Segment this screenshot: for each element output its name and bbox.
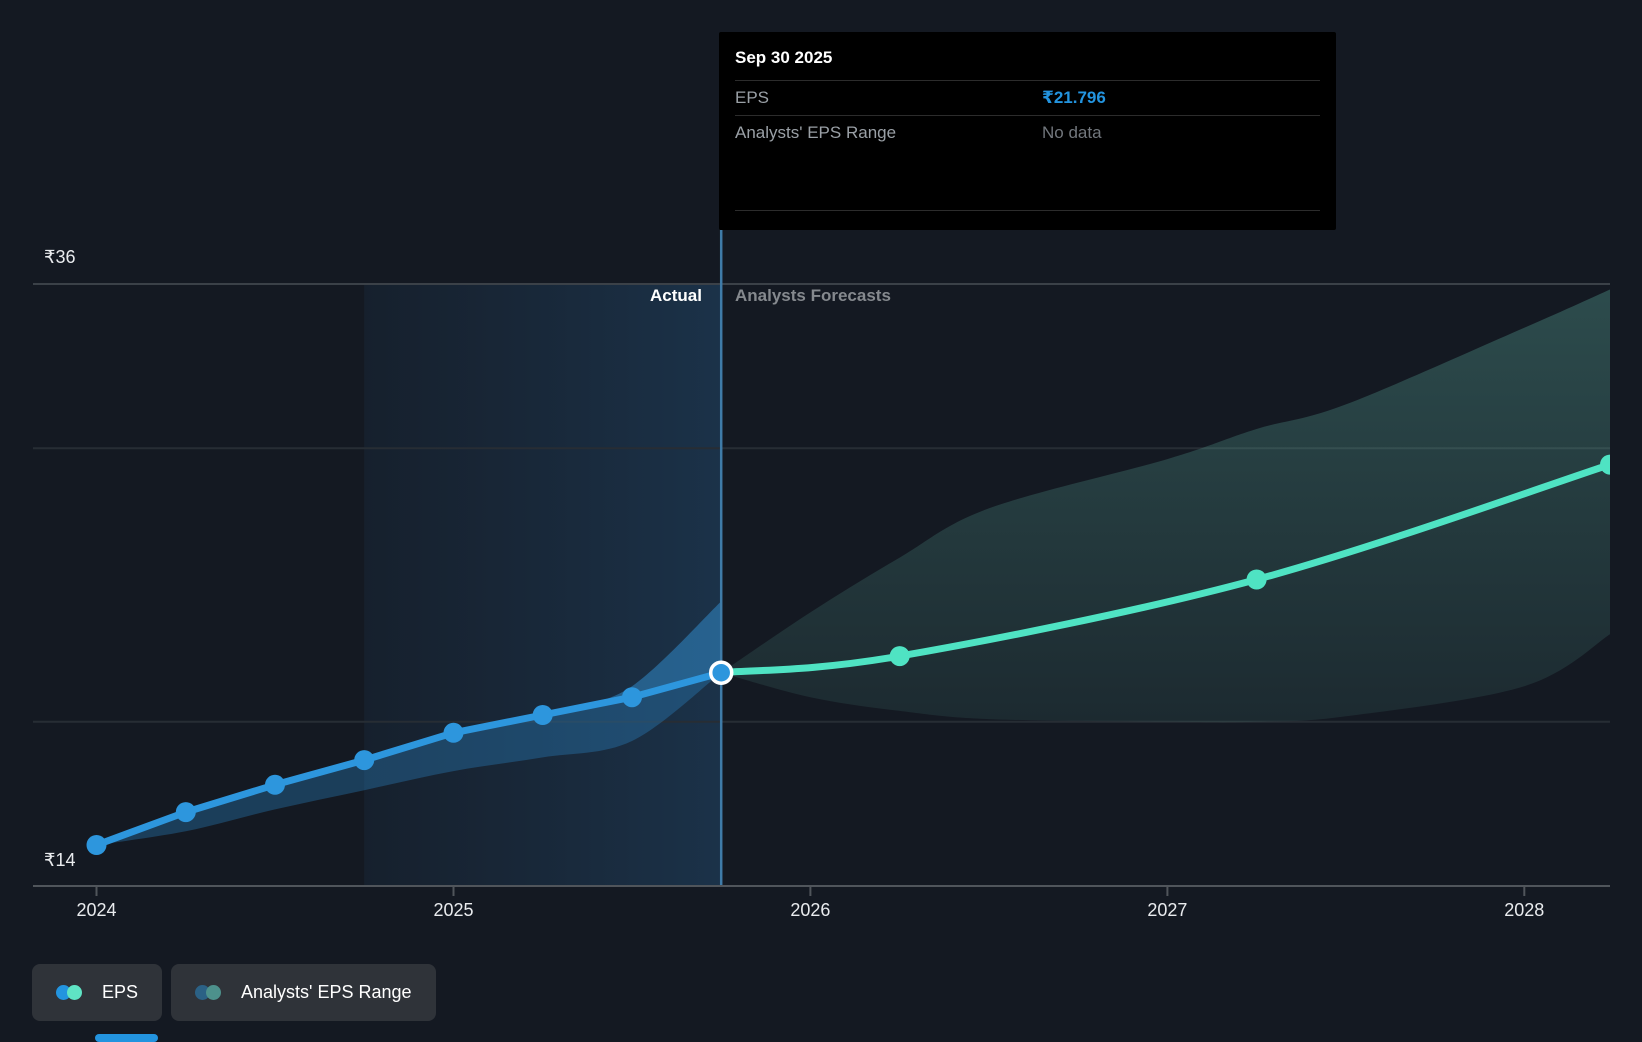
tooltip-date: Sep 30 2025 [735, 46, 1320, 81]
horizontal-scrollbar-thumb[interactable] [95, 1034, 158, 1042]
tooltip-range-value: No data [1042, 123, 1102, 142]
tooltip-row-eps: EPS ₹21.796 [735, 81, 1320, 116]
legend-analysts-range-toggle[interactable]: Analysts' EPS Range [171, 964, 436, 1021]
chart-tooltip: Sep 30 2025 EPS ₹21.796 Analysts' EPS Ra… [719, 32, 1336, 230]
analysts-eps-range-band [721, 289, 1610, 723]
actual-eps-point[interactable] [354, 750, 375, 771]
tooltip-eps-label: EPS [735, 88, 770, 107]
actual-eps-point[interactable] [86, 835, 107, 855]
eps-legend-swatch-icon [56, 985, 82, 1000]
actual-eps-line [93, 669, 725, 849]
analysts-range-legend-swatch-icon [195, 985, 222, 1000]
tooltip-eps-value: ₹21.796 [1042, 88, 1106, 107]
forecast-section-label: Analysts Forecasts [735, 286, 891, 305]
tooltip-range-label: Analysts' EPS Range [735, 123, 897, 142]
actual-eps-range-band [96, 672, 722, 845]
y-axis-max-label: ₹36 [44, 247, 76, 267]
actual-eps-point[interactable] [532, 705, 553, 725]
tooltip-footer-divider [735, 210, 1320, 211]
actual-eps-point[interactable] [265, 774, 285, 795]
actual-section-label: Actual [650, 286, 702, 305]
x-tick-label-2028: 2028 [1504, 900, 1545, 920]
chart-legend: EPS Analysts' EPS Range [32, 964, 436, 1021]
forecast-eps-point[interactable] [1246, 569, 1267, 590]
actual-eps-point[interactable] [622, 687, 642, 708]
actual-eps-point[interactable] [443, 722, 464, 743]
forecast-eps-line [717, 461, 1610, 677]
x-tick-label-2027: 2027 [1147, 900, 1188, 920]
legend-analysts-range-label: Analysts' EPS Range [241, 982, 412, 1002]
forecast-eps-point[interactable] [1600, 454, 1620, 475]
legend-eps-toggle[interactable]: EPS [32, 964, 163, 1021]
selected-eps-point[interactable] [708, 660, 734, 685]
x-tick-label-2024: 2024 [76, 900, 117, 920]
forecast-eps-point[interactable] [889, 646, 910, 667]
tooltip-row-range: Analysts' EPS Range No data [735, 116, 1320, 150]
highlight-last-year-band [364, 284, 722, 886]
legend-eps-label: EPS [102, 982, 139, 1002]
x-tick-label-2025: 2025 [433, 900, 474, 920]
y-axis-min-label: ₹14 [44, 850, 76, 870]
x-tick-label-2026: 2026 [790, 900, 831, 920]
actual-eps-point[interactable] [175, 802, 196, 823]
